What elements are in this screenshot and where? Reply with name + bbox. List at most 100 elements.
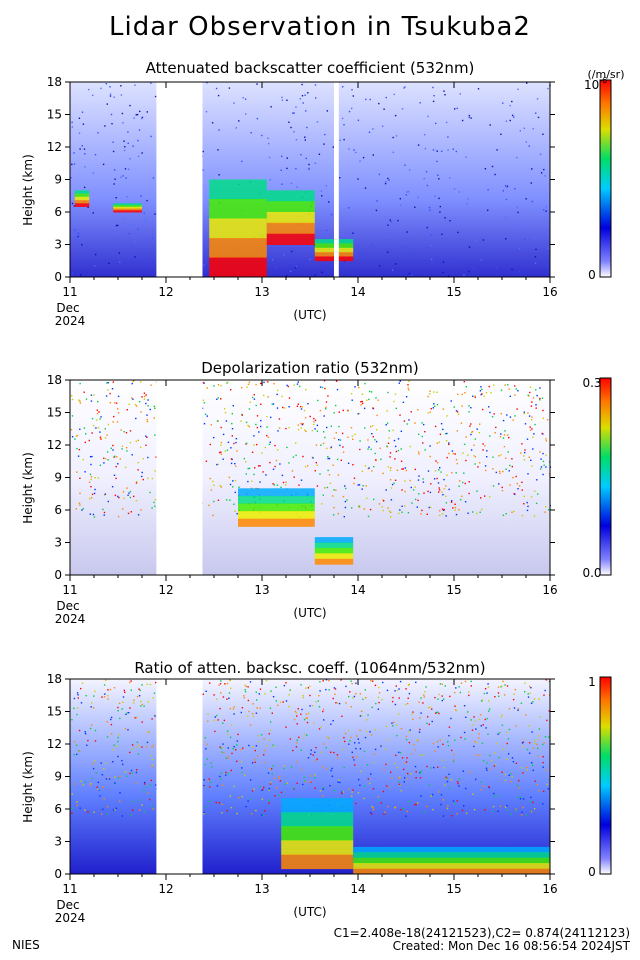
noise-speckle — [117, 755, 119, 758]
noise-speckle — [372, 807, 374, 809]
noise-speckle — [351, 435, 354, 437]
noise-speckle — [85, 398, 88, 400]
noise-speckle — [131, 224, 133, 226]
noise-speckle — [429, 706, 431, 709]
x-tick-label: 14 — [350, 285, 365, 299]
noise-speckle — [478, 432, 480, 434]
noise-speckle — [316, 121, 319, 123]
noise-speckle — [517, 488, 519, 490]
noise-speckle — [309, 415, 311, 418]
noise-speckle — [422, 442, 424, 444]
noise-speckle — [333, 514, 335, 516]
noise-speckle — [367, 515, 370, 518]
noise-speckle — [475, 754, 478, 756]
noise-speckle — [461, 393, 463, 396]
noise-speckle — [205, 690, 207, 692]
noise-speckle — [380, 745, 382, 747]
noise-speckle — [542, 756, 544, 758]
noise-speckle — [363, 407, 366, 410]
noise-speckle — [113, 687, 116, 689]
noise-speckle — [322, 787, 325, 789]
noise-speckle — [535, 502, 538, 505]
noise-speckle — [536, 743, 538, 746]
noise-speckle — [285, 484, 287, 486]
noise-speckle — [498, 483, 500, 485]
noise-speckle — [543, 694, 545, 696]
noise-speckle — [244, 684, 246, 686]
noise-speckle — [267, 137, 269, 139]
noise-speckle — [393, 482, 395, 484]
noise-speckle — [292, 787, 295, 789]
noise-speckle — [250, 132, 252, 134]
noise-speckle — [325, 688, 327, 691]
noise-speckle — [472, 395, 474, 397]
noise-speckle — [430, 408, 432, 410]
noise-speckle — [249, 724, 252, 726]
noise-speckle — [544, 736, 547, 738]
noise-speckle — [527, 693, 529, 695]
noise-speckle — [404, 777, 406, 779]
noise-speckle — [220, 486, 222, 488]
noise-speckle — [92, 513, 95, 516]
noise-speckle — [517, 88, 519, 90]
noise-speckle — [378, 692, 381, 694]
noise-speckle — [411, 502, 413, 504]
noise-speckle — [229, 707, 231, 710]
noise-speckle — [542, 743, 544, 746]
noise-speckle — [448, 735, 450, 737]
x-axis-label: (UTC) — [293, 606, 326, 620]
noise-speckle — [517, 211, 519, 214]
noise-speckle — [335, 380, 338, 382]
noise-speckle — [296, 383, 299, 385]
noise-speckle — [460, 422, 463, 424]
noise-speckle — [71, 436, 74, 438]
noise-speckle — [360, 401, 362, 403]
noise-speckle — [149, 784, 151, 786]
noise-speckle — [545, 438, 547, 440]
noise-speckle — [539, 387, 541, 389]
noise-speckle — [144, 781, 146, 784]
noise-speckle — [382, 125, 384, 127]
noise-speckle — [358, 484, 361, 486]
noise-speckle — [481, 393, 483, 395]
noise-speckle — [306, 126, 308, 129]
noise-speckle — [534, 262, 537, 265]
noise-speckle — [512, 761, 515, 763]
noise-speckle — [340, 459, 342, 461]
noise-speckle — [535, 389, 537, 391]
noise-speckle — [405, 469, 407, 472]
noise-speckle — [406, 757, 408, 759]
noise-speckle — [124, 728, 127, 730]
noise-speckle — [372, 436, 374, 438]
noise-speckle — [523, 455, 525, 457]
noise-speckle — [105, 458, 107, 460]
noise-speckle — [143, 398, 146, 400]
noise-speckle — [82, 784, 85, 786]
noise-speckle — [535, 404, 537, 406]
noise-speckle — [137, 155, 140, 158]
noise-speckle — [109, 86, 111, 88]
noise-speckle — [236, 812, 238, 815]
noise-speckle — [260, 425, 262, 428]
noise-speckle — [264, 749, 267, 752]
noise-speckle — [278, 418, 281, 420]
noise-speckle — [121, 815, 124, 817]
noise-speckle — [296, 186, 298, 188]
noise-speckle — [92, 762, 94, 765]
noise-speckle — [402, 246, 404, 248]
noise-speckle — [342, 495, 345, 498]
noise-speckle — [501, 724, 504, 726]
noise-speckle — [79, 807, 81, 809]
noise-speckle — [327, 456, 329, 458]
noise-speckle — [290, 270, 292, 272]
noise-speckle — [510, 780, 512, 783]
noise-speckle — [270, 768, 273, 770]
noise-speckle — [220, 385, 222, 387]
noise-speckle — [532, 397, 535, 399]
noise-speckle — [241, 707, 244, 709]
noise-speckle — [252, 703, 254, 705]
noise-speckle — [277, 430, 279, 432]
noise-speckle — [151, 507, 153, 509]
noise-speckle — [285, 726, 287, 728]
noise-speckle — [269, 441, 271, 443]
